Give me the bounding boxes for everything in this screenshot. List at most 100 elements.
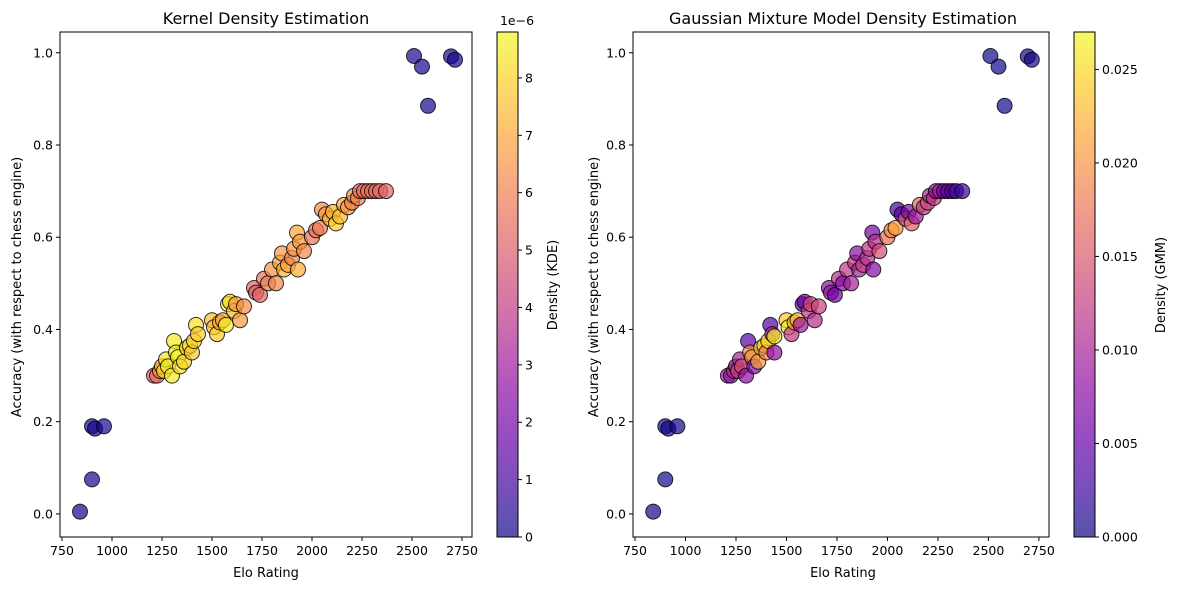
kde-data-point xyxy=(447,51,463,68)
kde-data-point xyxy=(218,316,234,333)
kde-y-tick-label: 0.4 xyxy=(33,322,53,337)
gmm-x-axis-label: Elo Rating xyxy=(810,566,876,581)
kde-y-tick-label: 0.0 xyxy=(33,506,53,521)
gmm-x-tick-label: 1500 xyxy=(771,543,803,558)
kde-colorbar-tick-label: 6 xyxy=(525,185,533,200)
kde-data-point xyxy=(290,261,306,278)
kde-colorbar-tick-label: 2 xyxy=(525,415,533,430)
gmm-colorbar-tick-label: 0.020 xyxy=(1102,155,1138,170)
kde-colorbar-offset-text: 1e−6 xyxy=(500,13,534,28)
kde-x-tick-label: 1750 xyxy=(246,543,278,558)
gmm-y-axis-label: Accuracy (with respect to chess engine) xyxy=(587,157,602,417)
gmm-data-point xyxy=(810,298,827,315)
kde-colorbar-gradient xyxy=(497,32,518,537)
gmm-y-tick-label: 0.6 xyxy=(606,230,626,245)
kde-colorbar-tick-label: 5 xyxy=(525,243,533,258)
gmm-data-point xyxy=(766,344,783,361)
gmm-data-point xyxy=(657,471,674,488)
gmm-colorbar-tick-label: 0.005 xyxy=(1102,436,1138,451)
kde-data-point xyxy=(378,183,394,200)
gmm-y-tick-label: 0.4 xyxy=(606,322,626,337)
kde-y-tick-label: 1.0 xyxy=(33,45,53,60)
gmm-chart-title: Gaussian Mixture Model Density Estimatio… xyxy=(669,9,1017,28)
gmm-colorbar-tick-label: 0.010 xyxy=(1102,342,1138,357)
gmm-x-tick-label: 1750 xyxy=(821,543,853,558)
kde-data-point xyxy=(312,220,328,236)
gmm-x-tick-label: 2000 xyxy=(872,543,904,558)
kde-data-point xyxy=(236,298,252,315)
gmm-colorbar-label: Density (GMM) xyxy=(1154,237,1169,333)
kde-data-point xyxy=(190,326,206,343)
kde-y-tick-label: 0.8 xyxy=(33,137,53,152)
kde-data-point xyxy=(84,471,100,488)
gmm-data-point xyxy=(865,261,882,278)
kde-colorbar-tick-label: 3 xyxy=(525,357,533,372)
kde-colorbar-label: Density (KDE) xyxy=(546,240,561,330)
gmm-points xyxy=(645,48,1040,520)
kde-y-tick-label: 0.2 xyxy=(33,414,53,429)
gmm-data-point xyxy=(826,286,843,303)
kde-data-point xyxy=(232,312,248,329)
gmm-x-tick-label: 2750 xyxy=(1023,543,1055,558)
gmm-data-point xyxy=(990,58,1007,75)
gmm-x-tick-label: 1250 xyxy=(720,543,752,558)
gmm-data-point xyxy=(792,316,809,333)
kde-x-axis-label: Elo Rating xyxy=(233,566,299,581)
kde-data-point xyxy=(268,275,284,292)
gmm-data-point xyxy=(766,328,783,345)
gmm-data-point xyxy=(843,275,860,292)
gmm-y-tick-label: 0.0 xyxy=(606,506,626,521)
gmm-x-tick-label: 2250 xyxy=(922,543,954,558)
kde-data-point xyxy=(72,503,88,520)
kde-chart-title: Kernel Density Estimation xyxy=(163,9,369,28)
kde-x-tick-label: 2250 xyxy=(346,543,378,558)
gmm-colorbar-tick-label: 0.015 xyxy=(1102,249,1138,264)
kde-plot-area: 750 1000 1250 1500 1750 2000 2250 2500 2750 0.0 0.… xyxy=(33,31,478,558)
kde-data-point xyxy=(252,286,268,303)
gmm-colorbar: 0.000 0.005 0.010 0.015 0.020 0.025 xyxy=(1073,31,1138,545)
gmm-y-tick-label: 1.0 xyxy=(606,45,626,60)
kde-data-point xyxy=(406,48,422,64)
kde-colorbar-tick-label: 7 xyxy=(525,128,533,143)
gmm-colorbar-tick-label: 0.000 xyxy=(1102,530,1138,545)
gmm-colorbar-frame xyxy=(1073,31,1096,538)
gmm-y-tick-label: 0.8 xyxy=(606,137,626,152)
kde-y-tick-label: 0.6 xyxy=(33,230,53,245)
kde-axes-frame xyxy=(59,31,473,538)
gmm-y-tick-label: 0.2 xyxy=(606,414,626,429)
kde-x-tick-label: 1000 xyxy=(96,543,128,558)
gmm-data-point xyxy=(645,503,662,520)
gmm-data-point xyxy=(996,97,1013,114)
gmm-data-point xyxy=(1023,51,1040,68)
kde-x-tick-label: 2000 xyxy=(296,543,328,558)
gmm-data-point xyxy=(669,418,686,435)
gmm-data-point xyxy=(871,243,888,260)
kde-x-tick-label: 2750 xyxy=(446,543,478,558)
gmm-data-point xyxy=(982,48,999,64)
gmm-x-tick-label: 750 xyxy=(623,543,647,558)
kde-x-tick-label: 1500 xyxy=(196,543,228,558)
kde-data-point xyxy=(96,418,112,435)
kde-data-point xyxy=(414,58,430,75)
gmm-colorbar-tick-label: 0.025 xyxy=(1102,62,1138,77)
gmm-data-point xyxy=(954,183,971,200)
gmm-axes-frame xyxy=(632,31,1050,538)
kde-colorbar-tick-label: 4 xyxy=(525,300,533,315)
gmm-x-tick-label: 2500 xyxy=(973,543,1005,558)
kde-x-tick-label: 1250 xyxy=(146,543,178,558)
kde-x-tick-label: 750 xyxy=(50,543,74,558)
kde-colorbar-tick-label: 1 xyxy=(525,472,533,487)
gmm-colorbar-gradient xyxy=(1074,32,1095,537)
kde-colorbar: 0 1 2 3 4 5 6 7 8 xyxy=(496,31,533,545)
gmm-data-point xyxy=(887,220,904,236)
kde-data-point xyxy=(420,97,436,114)
gmm-chart: Gaussian Mixture Model Density Estimatio… xyxy=(587,9,1169,581)
gmm-x-tick-label: 1000 xyxy=(670,543,702,558)
kde-y-axis-label: Accuracy (with respect to chess engine) xyxy=(10,157,25,417)
kde-chart: Kernel Density Estimation 750 1000 1250 150… xyxy=(10,9,561,581)
kde-colorbar-tick-label: 8 xyxy=(525,70,533,85)
kde-points xyxy=(72,48,463,520)
kde-data-point xyxy=(296,243,312,260)
kde-colorbar-tick-label: 0 xyxy=(525,530,533,545)
